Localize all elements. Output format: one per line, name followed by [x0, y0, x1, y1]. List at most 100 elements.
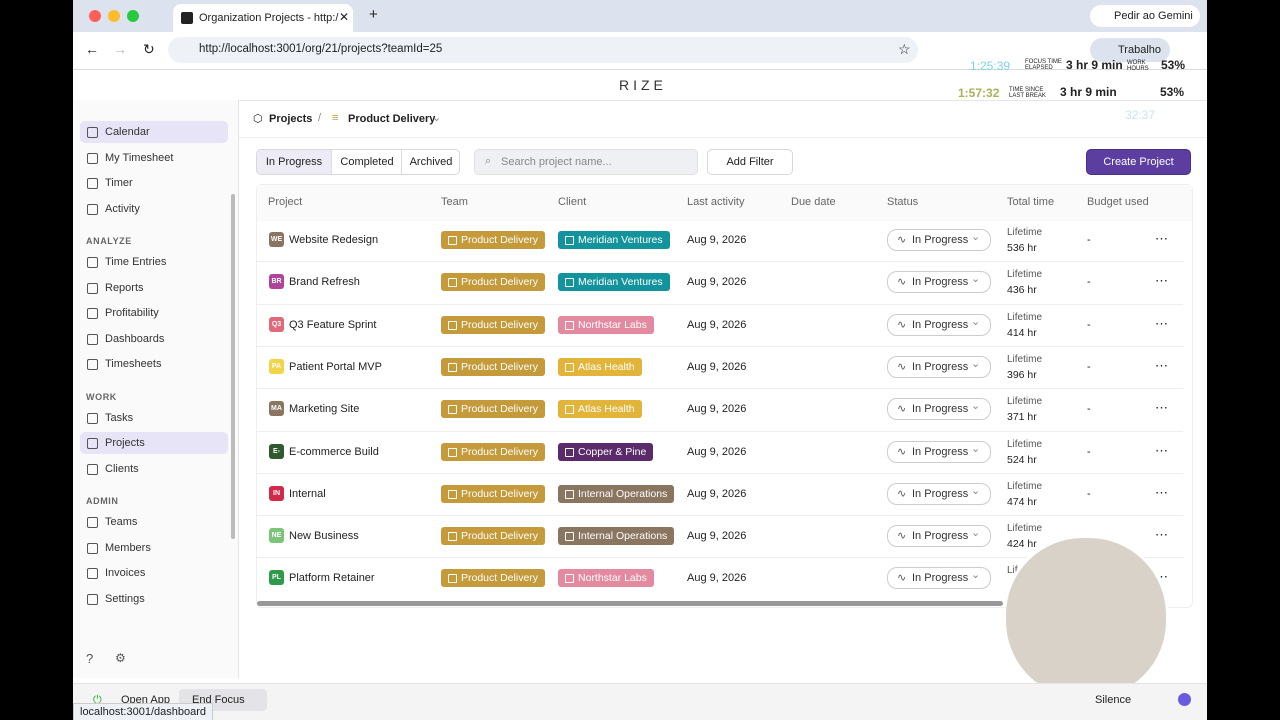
- sidebar-item[interactable]: Teams: [80, 511, 228, 533]
- row-menu[interactable]: ⋯: [1155, 484, 1168, 500]
- sidebar-item[interactable]: Time Entries: [80, 251, 228, 273]
- project-name[interactable]: Brand Refresh: [289, 276, 360, 289]
- status-select[interactable]: In Progress: [887, 481, 992, 505]
- add-filter-button[interactable]: Add Filter: [707, 149, 793, 175]
- row-divider: [256, 430, 1183, 432]
- sidebar-item[interactable]: Timesheets: [80, 353, 228, 375]
- row-menu[interactable]: ⋯: [1155, 527, 1168, 543]
- breadcrumb-root[interactable]: Projects: [269, 113, 313, 125]
- add-filter-label: Add Filter: [726, 156, 774, 168]
- minimize-button[interactable]: [108, 10, 120, 22]
- webcam-overlay: [1003, 535, 1169, 701]
- reload-button[interactable]: ↻: [143, 41, 155, 57]
- row-menu[interactable]: ⋯: [1155, 273, 1168, 289]
- total-time: 396 hr: [1007, 368, 1037, 381]
- project-avatar: PA: [269, 358, 284, 374]
- row-menu[interactable]: ⋯: [1155, 231, 1168, 246]
- sidebar-icon: [87, 593, 98, 605]
- sidebar-label: Calendar: [105, 126, 150, 138]
- column-header[interactable]: Project: [268, 196, 303, 208]
- row-menu[interactable]: ⋯: [1155, 442, 1168, 458]
- total-time: 524 hr: [1007, 453, 1037, 466]
- total-time: 536 hr: [1007, 242, 1037, 254]
- budget-used: -: [1087, 487, 1091, 500]
- profile-button[interactable]: Trabalho: [1090, 38, 1170, 62]
- work-hours-2: 3 hr 9 min: [1060, 85, 1117, 99]
- status-select[interactable]: In Progress: [887, 312, 992, 336]
- row-menu[interactable]: ⋯: [1155, 315, 1168, 331]
- back-button[interactable]: ←: [85, 41, 99, 57]
- project-name[interactable]: Platform Retainer: [289, 572, 375, 585]
- sidebar-item[interactable]: Calendar: [80, 121, 228, 143]
- client-pill: Internal Operations: [558, 484, 675, 503]
- sidebar-item[interactable]: Dashboards: [80, 328, 228, 350]
- sidebar-item[interactable]: Reports: [80, 277, 228, 299]
- new-tab[interactable]: +: [369, 6, 378, 23]
- sidebar-item[interactable]: Projects: [80, 432, 228, 454]
- row-divider: [256, 345, 1183, 347]
- row-divider: [256, 261, 1183, 263]
- status-tab[interactable]: Completed: [331, 150, 402, 174]
- project-name[interactable]: Marketing Site: [289, 403, 360, 416]
- status-select[interactable]: In Progress: [887, 269, 992, 294]
- project-avatar: E-: [269, 443, 284, 459]
- sidebar-item[interactable]: Timer: [80, 172, 228, 194]
- status-tab[interactable]: Archived: [401, 150, 459, 174]
- project-name[interactable]: Patient Portal MVP: [289, 360, 382, 373]
- column-header[interactable]: Last activity: [687, 196, 745, 208]
- forward-button[interactable]: →: [113, 41, 127, 57]
- status-select[interactable]: In Progress: [887, 439, 992, 463]
- row-menu[interactable]: ⋯: [1155, 357, 1168, 373]
- sidebar-label: Projects: [105, 437, 145, 449]
- status-tab[interactable]: In Progress: [257, 150, 331, 174]
- column-header[interactable]: Client: [558, 196, 587, 208]
- url-box[interactable]: http://localhost:3001/org/21/projects?te…: [168, 37, 918, 63]
- project-avatar: BR: [269, 274, 284, 290]
- project-name[interactable]: E-commerce Build: [289, 445, 379, 458]
- column-header[interactable]: Budget used: [1087, 196, 1149, 208]
- sidebar-scrollbar: [231, 194, 235, 539]
- table-scrollbar: [257, 601, 1003, 606]
- team-pill: Product Delivery: [441, 231, 546, 249]
- project-name[interactable]: New Business: [289, 530, 359, 543]
- gemini-button[interactable]: Pedir ao Gemini: [1090, 5, 1200, 27]
- column-header[interactable]: Team: [441, 196, 468, 208]
- column-header[interactable]: Due date: [791, 196, 836, 208]
- column-header[interactable]: Status: [887, 196, 919, 208]
- sidebar-item[interactable]: Settings: [80, 588, 228, 610]
- sidebar: ? ⚙ Calendar My Timesheet Timer Activity ANA…: [73, 100, 239, 678]
- settings-toggle[interactable]: ⚙: [115, 651, 126, 665]
- sidebar-item[interactable]: Members: [80, 537, 228, 559]
- zoom-button[interactable]: [127, 10, 139, 22]
- project-name[interactable]: Website Redesign: [289, 234, 379, 246]
- project-name[interactable]: Internal: [289, 487, 326, 500]
- status-select[interactable]: In Progress: [887, 227, 992, 251]
- section-title: ANALYZE: [86, 236, 132, 246]
- breadcrumb-current[interactable]: Product Delivery: [348, 113, 436, 125]
- sidebar-icon: [87, 203, 98, 215]
- help-icon[interactable]: ?: [86, 651, 94, 666]
- last-activity: Aug 9, 2026: [687, 487, 747, 500]
- sidebar-item[interactable]: My Timesheet: [80, 147, 228, 169]
- silence[interactable]: Silence: [1095, 694, 1132, 706]
- client-pill: Copper & Pine: [558, 442, 654, 461]
- sidebar-item[interactable]: Activity: [80, 198, 228, 220]
- bookmark-star[interactable]: ☆: [898, 41, 911, 57]
- status-select[interactable]: In Progress: [887, 396, 992, 421]
- active-tab[interactable]: Organization Projects - http:/ ✕: [173, 4, 353, 32]
- sidebar-item[interactable]: Tasks: [80, 407, 228, 429]
- status-select[interactable]: In Progress: [887, 354, 992, 378]
- create-project-button[interactable]: Create Project: [1086, 149, 1191, 175]
- project-name[interactable]: Q3 Feature Sprint: [289, 318, 377, 331]
- search-box[interactable]: ⌕ Search project name...: [474, 149, 698, 175]
- close-button[interactable]: [89, 10, 101, 22]
- sidebar-item[interactable]: Clients: [80, 458, 228, 480]
- tab-close[interactable]: ✕: [339, 10, 350, 24]
- column-header[interactable]: Total time: [1007, 196, 1055, 208]
- sidebar-item[interactable]: Invoices: [80, 562, 228, 584]
- status-select[interactable]: In Progress: [887, 523, 992, 548]
- status-select[interactable]: In Progress: [887, 565, 992, 590]
- sidebar-item[interactable]: Profitability: [80, 302, 228, 324]
- row-menu[interactable]: ⋯: [1155, 400, 1168, 416]
- main: ⬡ Projects / ≡ Product Delivery ⌄ In Pro…: [239, 100, 1207, 683]
